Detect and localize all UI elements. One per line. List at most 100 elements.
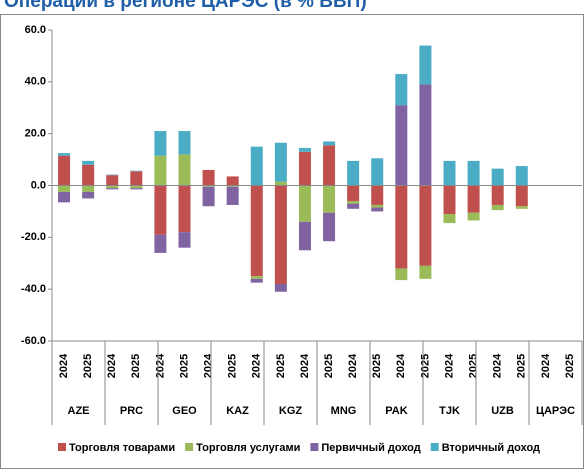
- bar-segment: [226, 176, 239, 186]
- bar-segment: [130, 185, 143, 189]
- bar-segment: [154, 234, 167, 253]
- bar-segment: [323, 145, 336, 186]
- bar-segment: [106, 185, 119, 189]
- bar-segment: [347, 201, 360, 204]
- legend-label: Первичный доход: [321, 442, 420, 454]
- bar-segment: [178, 131, 191, 155]
- y-tick-label: 60.0: [25, 24, 46, 36]
- x-tick-label: 2025: [419, 354, 431, 378]
- bar-segment: [347, 203, 360, 209]
- bar-segment: [274, 142, 287, 182]
- bar-segment: [443, 185, 456, 215]
- bar-segment: [58, 155, 71, 186]
- x-tick-label: 2024: [299, 353, 311, 378]
- x-tick-label: 2024: [202, 353, 214, 378]
- x-tick-label: 2024: [154, 353, 166, 378]
- bar-segment: [82, 160, 95, 165]
- y-tick-label: -20.0: [21, 231, 46, 243]
- x-tick-label: 2025: [130, 354, 142, 378]
- bar-segment: [154, 185, 167, 235]
- bar-segment: [419, 265, 432, 279]
- bar-segment: [274, 181, 287, 186]
- bar-segment: [467, 185, 480, 213]
- bar-segment: [467, 160, 480, 186]
- bar-segment: [323, 141, 336, 146]
- bar-segment: [371, 207, 384, 212]
- x-tick-label: 2024: [443, 353, 455, 378]
- bar-segment: [178, 232, 191, 248]
- bar-segment: [106, 188, 119, 190]
- x-tick-label: 2025: [82, 354, 94, 378]
- x-tick-label: 2024: [58, 353, 70, 378]
- bar-segment: [106, 175, 119, 186]
- bar-segment: [491, 168, 504, 186]
- y-tick-label: 20.0: [25, 128, 46, 140]
- bar-segment: [202, 169, 215, 186]
- legend-label: Торговля товарами: [69, 442, 175, 454]
- bar-segment: [298, 147, 311, 152]
- legend-swatch: [185, 443, 194, 451]
- bar-segment: [130, 171, 143, 186]
- legend-label: Вторичный доход: [442, 442, 540, 454]
- bar-segment: [274, 283, 287, 292]
- bar-segment: [154, 131, 167, 156]
- x-tick-label: 2025: [467, 354, 479, 378]
- bar-segment: [347, 160, 360, 186]
- bar-segment: [202, 186, 215, 207]
- bar-segment: [515, 166, 528, 186]
- bar-segment: [82, 191, 95, 199]
- bar-segment: [419, 185, 432, 266]
- x-tick-label: 2024: [106, 353, 118, 378]
- bar-segment: [298, 151, 311, 186]
- group-label: UZB: [491, 405, 514, 417]
- bar-segment: [491, 204, 504, 211]
- bar-segment: [515, 185, 528, 207]
- y-tick-label: 0.0: [31, 179, 46, 191]
- bar-segment: [395, 268, 408, 281]
- bar-segment: [226, 186, 239, 205]
- chart-border: [0, 14, 584, 469]
- bar-segment: [178, 185, 191, 233]
- group-label: PRC: [120, 405, 143, 417]
- x-tick-label: 2025: [275, 354, 287, 378]
- bar-segment: [82, 185, 95, 192]
- x-tick-label: 2025: [178, 354, 190, 378]
- bar-segment: [515, 206, 528, 209]
- bar-segment: [443, 214, 456, 224]
- bar-segment: [226, 185, 239, 187]
- bar-segment: [82, 164, 95, 186]
- bar-segment: [250, 276, 263, 279]
- bar-segment: [347, 185, 360, 202]
- bar-segment: [58, 153, 71, 156]
- bar-segment: [371, 185, 384, 205]
- bar-segment: [250, 146, 263, 186]
- bar-segment: [395, 105, 408, 186]
- chart-title: Операции в регионе ЦАРЭС (в % ВВП): [4, 0, 367, 12]
- bar-segment: [491, 185, 504, 205]
- x-tick-label: 2024: [347, 353, 359, 378]
- bar-segment: [443, 160, 456, 186]
- bar-segment: [154, 155, 167, 186]
- bar-segment: [371, 158, 384, 186]
- bar-segment: [323, 185, 336, 213]
- group-label: KGZ: [279, 405, 303, 417]
- bar-segment: [298, 221, 311, 251]
- bar-segment: [395, 74, 408, 106]
- bar-segment: [130, 170, 143, 172]
- x-tick-label: 2024: [395, 353, 407, 378]
- group-label: MNG: [331, 405, 357, 417]
- bar-segment: [395, 185, 408, 269]
- x-tick-label: 2024: [492, 353, 504, 378]
- group-label: KAZ: [226, 405, 249, 417]
- bar-segment: [130, 188, 143, 190]
- x-tick-label: 2025: [564, 354, 576, 378]
- bar-segment: [202, 185, 215, 187]
- bar-segment: [250, 185, 263, 277]
- x-tick-label: 2025: [227, 354, 239, 378]
- bar-segment: [58, 191, 71, 203]
- group-label: PAK: [385, 405, 407, 417]
- group-label: AZE: [68, 405, 90, 417]
- bar-segment: [419, 84, 432, 186]
- bar-segment: [323, 212, 336, 242]
